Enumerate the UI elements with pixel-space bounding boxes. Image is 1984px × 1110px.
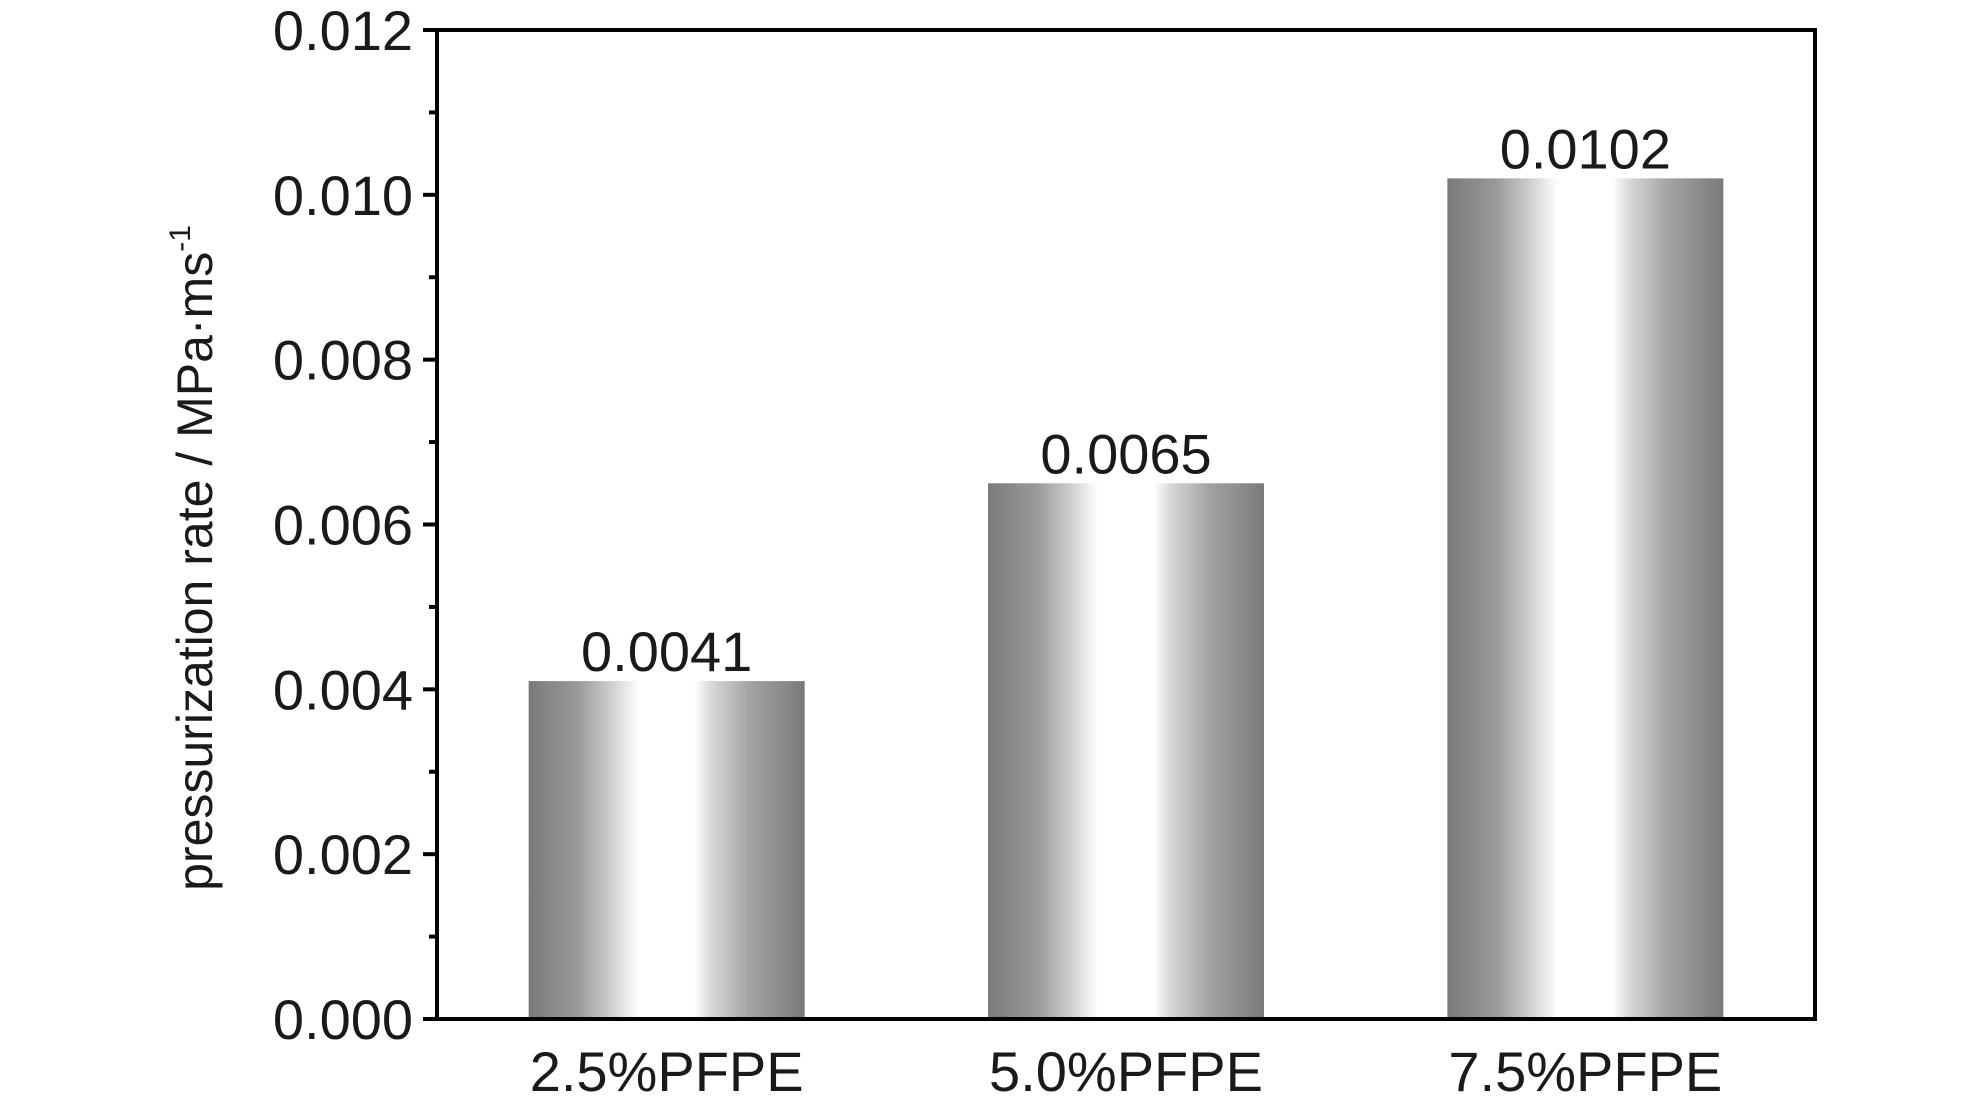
- y-tick-label: 0.010: [273, 164, 413, 227]
- data-label-3: 0.0102: [1500, 117, 1671, 180]
- data-label-2: 0.0065: [1040, 422, 1211, 485]
- y-tick-labels-layer: 0.000 0.002 0.004 0.006 0.008 0.010 0.012: [273, 0, 413, 1051]
- y-axis-label-superscript: -1: [164, 225, 197, 252]
- y-tick-label: 0.006: [273, 494, 413, 557]
- y-axis-label: pressurization rate / MPa·ms-1: [164, 225, 223, 891]
- y-ticks-layer: [423, 28, 437, 1021]
- x-tick-label-1: 2.5%PFPE: [530, 1040, 804, 1103]
- y-tick-label: 0.008: [273, 329, 413, 392]
- y-tick-label: 0.000: [273, 988, 413, 1051]
- x-tick-label-2: 5.0%PFPE: [989, 1040, 1263, 1103]
- x-labels-layer: 2.5%PFPE 5.0%PFPE 7.5%PFPE: [530, 1040, 1723, 1103]
- y-tick-label: 0.004: [273, 658, 413, 721]
- y-axis-label-text: pressurization rate / MPa·ms: [167, 252, 223, 891]
- bars-layer: [528, 178, 1724, 1020]
- y-tick-label: 0.012: [273, 0, 413, 62]
- x-tick-label-3: 7.5%PFPE: [1448, 1040, 1722, 1103]
- data-label-1: 0.0041: [581, 620, 752, 683]
- y-tick-label: 0.002: [273, 823, 413, 886]
- bar-2: [988, 483, 1264, 1020]
- bar-1: [528, 681, 805, 1019]
- data-labels-layer: 0.0041 0.0065 0.0102: [581, 117, 1671, 683]
- bar-3: [1447, 178, 1724, 1020]
